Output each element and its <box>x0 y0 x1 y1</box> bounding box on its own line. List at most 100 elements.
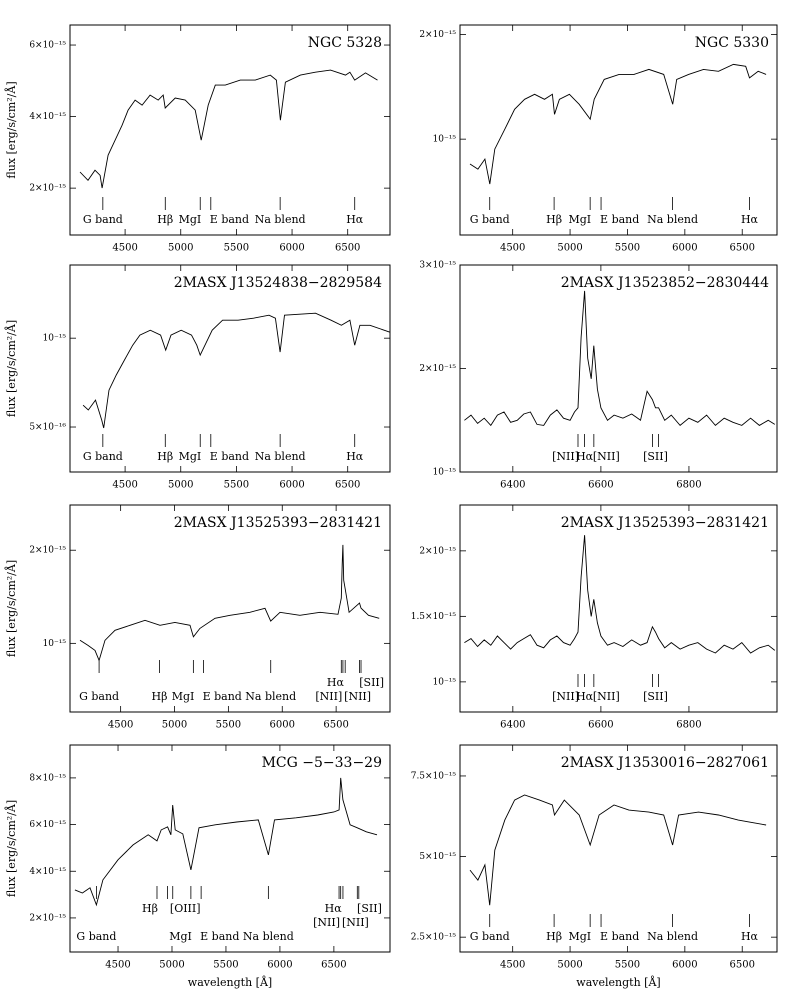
feature-label: Hα <box>741 930 759 943</box>
feature-label: [NII] <box>593 450 620 463</box>
x-tick-label: 6500 <box>323 720 348 731</box>
y-tick-label: 6×10⁻¹⁵ <box>29 41 66 51</box>
feature-label: Hβ <box>157 450 173 463</box>
y-tick-label: 6×10⁻¹⁵ <box>29 820 66 830</box>
y-tick-label: 5×10⁻¹⁶ <box>29 423 66 433</box>
feature-label: E band <box>210 450 249 463</box>
y-tick-label: 10⁻¹⁵ <box>433 677 457 687</box>
panel-title: 2MASX J13525393−2831421 <box>561 515 769 531</box>
feature-label: MgI <box>568 930 591 943</box>
feature-label: Hα <box>576 450 594 463</box>
y-tick-label: 8×10⁻¹⁵ <box>29 773 66 783</box>
feature-label: Na blend <box>647 213 698 226</box>
feature-label: E band <box>600 930 639 943</box>
x-tick-label: 6800 <box>676 480 701 491</box>
y-tick-label: 4×10⁻¹⁵ <box>29 867 66 877</box>
y-tick-label: 7.5×10⁻¹⁵ <box>411 771 457 781</box>
spectrum <box>79 69 378 189</box>
y-tick-label: 1.5×10⁻¹⁵ <box>411 612 457 622</box>
x-tick-label: 5000 <box>557 243 582 254</box>
x-tick-label: 4500 <box>500 243 525 254</box>
x-tick-label: 6500 <box>335 480 360 491</box>
feature-label: MgI <box>172 690 195 703</box>
feature-label: E band <box>203 690 242 703</box>
y-axis-label: flux [erg/s/cm²/Å] <box>4 560 18 657</box>
x-tick-label: 6400 <box>500 480 525 491</box>
feature-label: G band <box>83 213 123 226</box>
feature-label: G band <box>76 930 116 943</box>
x-tick-label: 6600 <box>588 720 613 731</box>
feature-label: G band <box>83 450 123 463</box>
x-tick-label: 5500 <box>216 720 241 731</box>
x-tick-label: 5000 <box>162 720 187 731</box>
spectrum <box>469 63 767 185</box>
y-tick-label: 4×10⁻¹⁵ <box>29 112 66 122</box>
panel-title: NGC 5330 <box>695 35 769 51</box>
y-tick-label: 10⁻¹⁵ <box>43 334 67 344</box>
feature-label: [SII] <box>643 450 668 463</box>
x-axis-label: wavelength [Å] <box>576 975 660 989</box>
panel-title: 2MASX J13523852−2830444 <box>561 275 769 291</box>
y-tick-label: 10⁻¹⁵ <box>43 639 67 649</box>
feature-label: [NII] <box>344 690 371 703</box>
feature-label: G band <box>79 690 119 703</box>
panel-frame <box>459 744 778 953</box>
x-tick-label: 5000 <box>159 960 184 971</box>
x-tick-label: 4500 <box>112 480 137 491</box>
y-tick-label: 10⁻¹⁵ <box>433 468 457 478</box>
panel-frame <box>69 264 391 473</box>
y-tick-label: 2×10⁻¹⁵ <box>29 546 66 556</box>
y-tick-label: 2×10⁻¹⁵ <box>419 546 456 556</box>
x-tick-label: 6000 <box>267 960 292 971</box>
feature-label: Na blend <box>243 930 294 943</box>
panel-title: 2MASX J13530016−2827061 <box>561 755 769 771</box>
x-tick-label: 6500 <box>729 243 754 254</box>
x-axis-label: wavelength [Å] <box>188 975 272 989</box>
spectrum <box>469 794 767 906</box>
x-tick-label: 6000 <box>270 720 295 731</box>
feature-label: [NII] <box>313 916 340 929</box>
x-tick-label: 5000 <box>557 960 582 971</box>
y-tick-label: 2×10⁻¹⁵ <box>419 30 456 40</box>
feature-label: G band <box>470 213 510 226</box>
feature-label: Na blend <box>245 690 296 703</box>
panel-frame <box>69 24 391 236</box>
x-tick-label: 5500 <box>224 243 249 254</box>
feature-label: Hα <box>346 450 364 463</box>
feature-label: Hα <box>325 902 343 915</box>
feature-label: MgI <box>179 450 202 463</box>
y-tick-label: 5×10⁻¹⁵ <box>419 852 456 862</box>
x-tick-label: 6800 <box>676 720 701 731</box>
y-tick-label: 2×10⁻¹⁵ <box>419 364 456 374</box>
feature-label: Hβ <box>142 902 158 915</box>
x-tick-label: 4500 <box>112 243 137 254</box>
feature-label: Hβ <box>157 213 173 226</box>
feature-label: E band <box>600 213 639 226</box>
y-axis-label: flux [erg/s/cm²/Å] <box>4 81 18 178</box>
feature-label: [OIII] <box>170 902 201 915</box>
x-tick-label: 6000 <box>672 243 697 254</box>
panel-title: NGC 5328 <box>308 35 382 51</box>
panel-title: MCG −5−33−29 <box>262 755 382 771</box>
spectrum <box>82 312 391 429</box>
x-tick-label: 6400 <box>500 720 525 731</box>
feature-label: G band <box>470 930 510 943</box>
y-tick-label: 10⁻¹⁵ <box>433 135 457 145</box>
feature-label: Hα <box>741 213 759 226</box>
x-tick-label: 5500 <box>213 960 238 971</box>
x-tick-label: 5500 <box>615 243 640 254</box>
x-tick-label: 6500 <box>321 960 346 971</box>
x-tick-label: 5000 <box>168 243 193 254</box>
feature-label: [NII] <box>593 690 620 703</box>
feature-label: Na blend <box>255 450 306 463</box>
feature-label: [SII] <box>359 676 384 689</box>
feature-label: Hβ <box>546 213 562 226</box>
feature-label: [NII] <box>315 690 342 703</box>
x-tick-label: 5500 <box>615 960 640 971</box>
x-tick-label: 4500 <box>105 960 130 971</box>
spectrum <box>464 535 776 654</box>
panel-title: 2MASX J13524838−2829584 <box>174 275 382 291</box>
feature-label: Hβ <box>546 930 562 943</box>
x-tick-label: 6500 <box>335 243 360 254</box>
